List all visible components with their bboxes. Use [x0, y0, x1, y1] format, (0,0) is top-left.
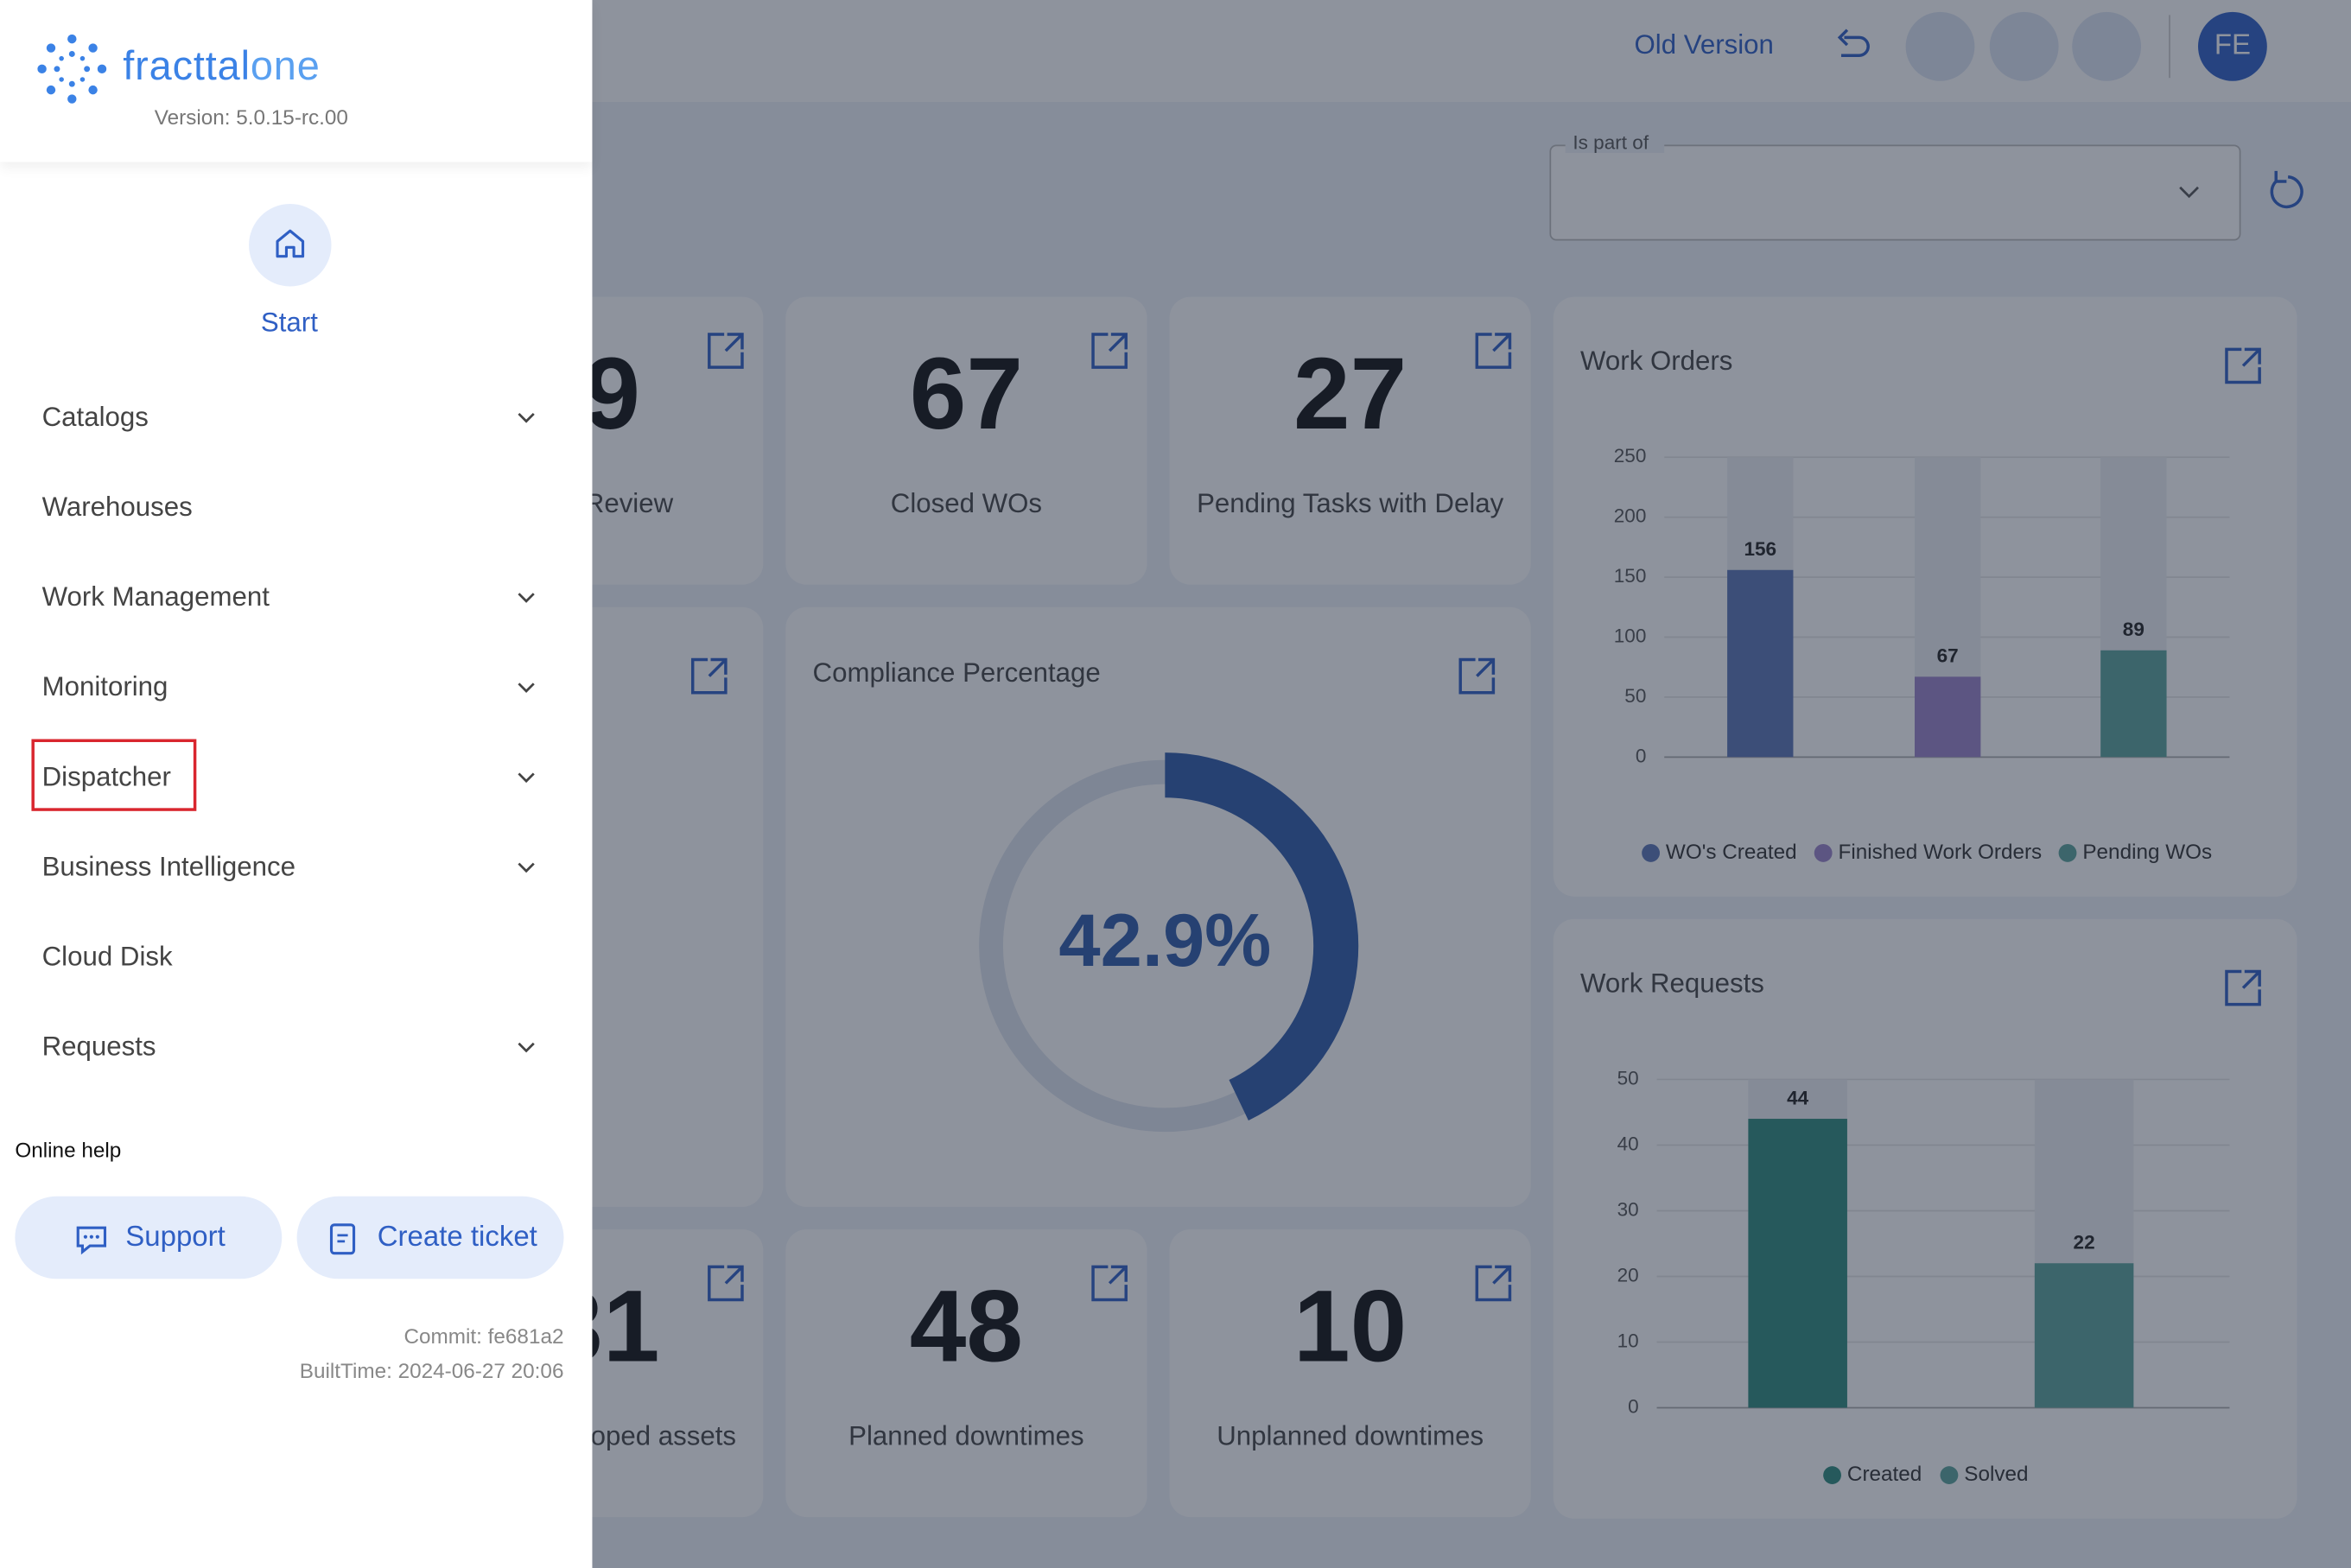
chevron-icon: [518, 862, 535, 873]
chevron: [518, 862, 535, 873]
support-button[interactable]: Support: [15, 1196, 283, 1279]
menu-item[interactable]: Warehouses: [41, 492, 193, 522]
chevron-icon: [518, 682, 535, 693]
chevron: [518, 1042, 535, 1053]
built-time: BuiltTime: 2024-06-27 20:06: [299, 1358, 564, 1382]
support-label: Support: [125, 1221, 226, 1253]
start-button[interactable]: [249, 204, 332, 287]
home-icon: [276, 229, 305, 258]
chevron: [518, 593, 535, 603]
brand-a: fracttal: [123, 43, 251, 89]
ticket-icon: [329, 1222, 355, 1254]
chevron: [518, 682, 535, 693]
create-ticket-label: Create ticket: [377, 1221, 537, 1253]
brand: fracttalone: [123, 43, 320, 90]
logo-icon: [37, 34, 107, 104]
menu-item[interactable]: Monitoring: [41, 671, 168, 702]
chevron: [518, 772, 535, 784]
start-label[interactable]: Start: [260, 307, 318, 338]
version: Version: 5.0.15-rc.00: [154, 105, 348, 130]
menu-item[interactable]: Dispatcher: [41, 761, 171, 792]
commit: Commit: fe681a2: [403, 1324, 564, 1349]
brand-b: one: [250, 43, 321, 89]
menu-item[interactable]: Cloud Disk: [41, 941, 173, 972]
support-icon: [76, 1225, 106, 1254]
highlight-box: [31, 739, 197, 811]
chevron-icon: [518, 1042, 535, 1053]
chevron-icon: [518, 593, 535, 603]
create-ticket-button[interactable]: Create ticket: [296, 1196, 564, 1279]
chevron-icon: [518, 412, 535, 423]
menu-item[interactable]: Catalogs: [41, 402, 149, 432]
sidebar: fracttalone Version: 5.0.15-rc.00 Start …: [0, 0, 593, 1568]
menu-item[interactable]: Requests: [41, 1031, 156, 1062]
menu-item[interactable]: Work Management: [41, 581, 270, 613]
online-help: Online help: [15, 1138, 122, 1162]
menu-item[interactable]: Business Intelligence: [41, 851, 296, 882]
chevron-icon: [518, 772, 535, 784]
chevron: [518, 412, 535, 423]
